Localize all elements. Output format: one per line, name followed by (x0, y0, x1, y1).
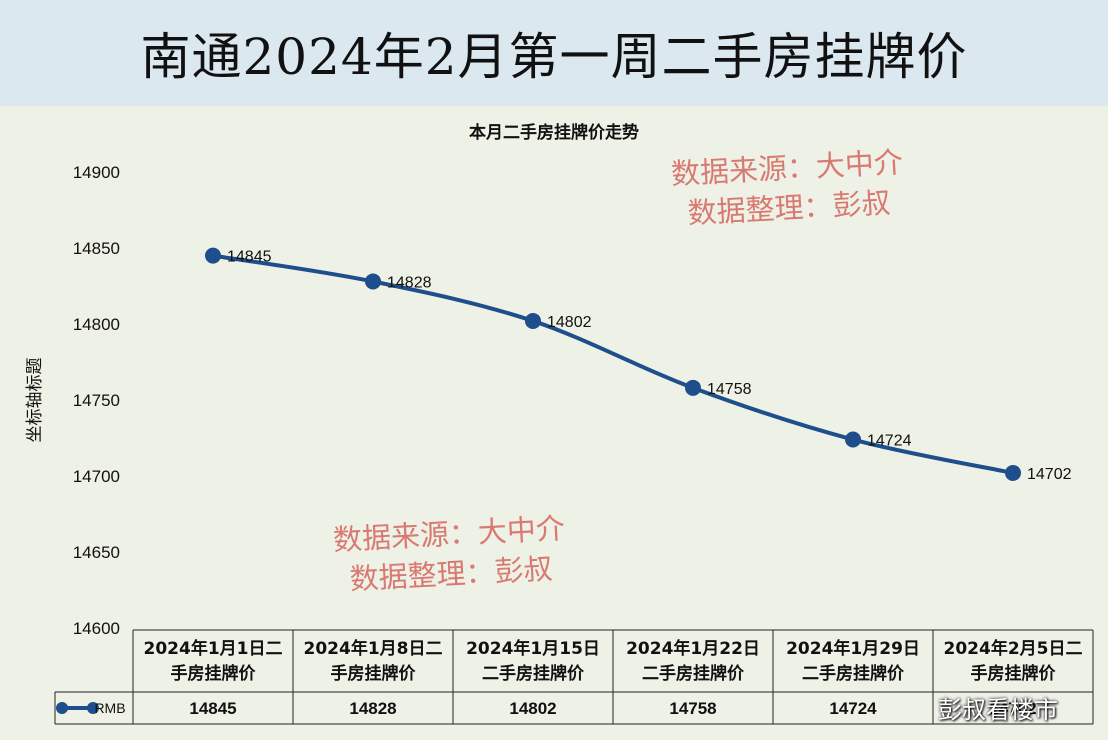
data-point (525, 312, 541, 329)
table-value-cell: 14758 (669, 699, 716, 718)
category-label: 手房挂牌价 (171, 663, 257, 684)
data-label: 14845 (227, 249, 272, 266)
table-value-cell: 14724 (829, 699, 877, 718)
table-value-cell: 14845 (189, 699, 236, 718)
data-label: 14828 (387, 274, 432, 291)
category-label: 二手房挂牌价 (482, 663, 585, 684)
chart-title: 本月二手房挂牌价走势 (469, 122, 639, 143)
table-value-cell: 14702 (989, 699, 1036, 718)
category-label: 手房挂牌价 (971, 663, 1057, 684)
y-tick-label: 14750 (73, 391, 120, 410)
y-tick-label: 14650 (73, 543, 120, 562)
table-value-cell: 14828 (349, 699, 396, 718)
corner-watermark: 彭叔看楼市 (938, 696, 1058, 724)
legend-key-marker (56, 702, 68, 714)
data-point (1005, 464, 1021, 481)
category-label: 二手房挂牌价 (642, 663, 745, 684)
y-tick-label: 14600 (73, 619, 120, 638)
series-line-rmb (212, 253, 1014, 475)
category-label: 2024年1月8日二 (304, 638, 443, 659)
watermark-top: 数据来源：大中介 数据整理：彭叔 (670, 142, 906, 234)
watermark-middle: 数据来源：大中介 数据整理：彭叔 (332, 508, 568, 600)
data-point (685, 379, 701, 396)
y-tick-label: 14850 (73, 239, 120, 258)
y-tick-label: 14800 (73, 315, 120, 334)
data-label: 14702 (1027, 466, 1072, 483)
y-tick-label: 14900 (73, 163, 120, 182)
y-tick-label: 14700 (73, 467, 120, 486)
legend-key-marker (87, 702, 99, 714)
data-label: 14724 (867, 433, 912, 450)
title-banner: 南通2024年2月第一周二手房挂牌价 (0, 0, 1108, 106)
category-label: 2024年1月22日 (626, 638, 760, 659)
category-label: 2024年1月15日 (466, 638, 600, 659)
data-point (365, 273, 381, 290)
data-point (205, 247, 221, 264)
data-label: 14758 (707, 381, 752, 398)
legend-series-name: RMB (94, 700, 125, 716)
category-label: 2024年2月5日二 (944, 638, 1083, 659)
category-label: 2024年1月1日二 (144, 638, 283, 659)
chart-panel (0, 106, 1108, 740)
category-label: 手房挂牌价 (331, 663, 417, 684)
table-value-cell: 14802 (509, 699, 556, 718)
page-title: 南通2024年2月第一周二手房挂牌价 (140, 28, 968, 86)
y-axis-title: 坐标轴标题 (25, 358, 45, 443)
category-label: 2024年1月29日 (786, 638, 920, 659)
data-label: 14802 (547, 314, 592, 331)
category-label: 二手房挂牌价 (802, 663, 905, 684)
data-point (845, 431, 861, 448)
